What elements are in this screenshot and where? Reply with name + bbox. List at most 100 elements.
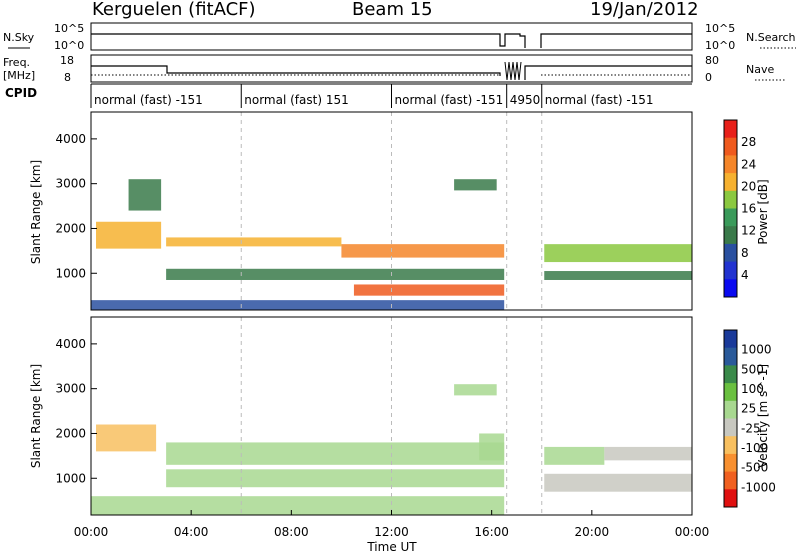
echo-band <box>544 446 605 465</box>
y-tick-label: 3000 <box>55 177 86 191</box>
colorbar-tick: 20 <box>741 179 756 193</box>
colorbar-tick: 500 <box>741 362 764 376</box>
colorbar-tick: 16 <box>741 202 756 216</box>
x-tick-label: 00:00 <box>675 525 710 539</box>
echo-band <box>91 300 505 310</box>
cpid-segment-label: normal (fast) -151 <box>395 93 504 107</box>
colorbar-swatch <box>724 208 737 227</box>
colorbar-swatch <box>724 453 737 473</box>
colorbar-tick: 24 <box>741 157 756 171</box>
echo-band <box>544 244 692 263</box>
cpid-segment-label: normal (fast) -151 <box>545 93 654 107</box>
x-tick-label: 08:00 <box>274 525 309 539</box>
y-tick-label: 3000 <box>55 382 86 396</box>
freq-label: Freq. <box>3 56 30 69</box>
velocity-yticks: 4000 3000 2000 1000 <box>55 337 97 485</box>
colorbar-tick: -100 <box>741 441 768 455</box>
nsky-tick-bottom: 10^0 <box>54 39 84 52</box>
colorbar-tick: 100 <box>741 382 764 396</box>
nsearch-tick-top: 10^5 <box>705 22 735 35</box>
power-panel <box>90 111 693 311</box>
beam-title: Beam 15 <box>352 0 433 20</box>
x-axis-ticks: 00:00 04:00 08:00 12:00 16:00 20:00 00:00 <box>74 510 710 539</box>
colorbar-frame <box>723 329 738 508</box>
cpid-segment-label: normal (fast) -151 <box>94 93 203 107</box>
colorbar-swatch <box>724 365 737 384</box>
cpid-segment-label: normal (fast) 151 <box>244 93 348 107</box>
nsearch-tick-bottom: 10^0 <box>705 39 735 52</box>
colorbar-swatch <box>724 120 737 139</box>
y-tick-label: 2000 <box>55 426 86 440</box>
echo-band <box>604 446 692 461</box>
colorbar-swatch <box>724 155 737 174</box>
echo-band <box>166 237 342 247</box>
y-tick-label: 1000 <box>55 266 86 280</box>
nsearch-label: N.Search <box>746 31 796 44</box>
y-tick-label: 4000 <box>55 337 86 351</box>
cpid-row: normal (fast) -151 normal (fast) 151 norma… <box>90 83 692 108</box>
echo-band <box>544 473 692 492</box>
colorbar-tick: 28 <box>741 135 756 149</box>
colorbar-swatch <box>724 489 737 508</box>
colorbar-swatch <box>724 261 737 280</box>
colorbar-tick: 25 <box>741 402 756 416</box>
date-title: 19/Jan/2012 <box>590 0 699 20</box>
power-colorbar: 28 24 20 16 12 8 4 <box>723 119 756 298</box>
colorbar-swatch <box>724 137 737 156</box>
nsky-tick-top: 10^5 <box>54 22 84 35</box>
echo-band <box>454 179 497 191</box>
colorbar-swatch <box>724 190 737 209</box>
colorbar-swatch <box>724 400 737 419</box>
freq-tick-top: 18 <box>60 54 74 67</box>
x-tick-label: 20:00 <box>575 525 610 539</box>
colorbar-swatch <box>724 436 737 455</box>
power-colorbar-label: Power [dB] <box>756 179 770 244</box>
nave-label: Nave <box>746 63 774 76</box>
y-tick-label: 4000 <box>55 132 86 146</box>
colorbar-tick: -1000 <box>741 480 776 494</box>
x-tick-label: 00:00 <box>74 525 109 539</box>
colorbar-tick: 12 <box>741 224 756 238</box>
colorbar-tick: 1000 <box>741 343 772 357</box>
colorbar-tick: 4 <box>741 268 749 282</box>
echo-band <box>166 268 505 280</box>
echo-band <box>96 424 157 452</box>
y-tick-label: 1000 <box>55 471 86 485</box>
colorbar-swatch <box>724 243 737 263</box>
cpid-label: CPID <box>5 86 37 100</box>
colorbar-tick: -25 <box>741 421 761 435</box>
velocity-panel <box>90 316 693 516</box>
velocity-ylabel: Slant Range [km] <box>29 364 43 468</box>
nsky-label: N.Sky <box>3 31 35 44</box>
colorbar-swatch <box>724 330 737 349</box>
velocity-colorbar: 1000 500 100 25 -25 -100 -500 -1000 <box>723 329 776 508</box>
echo-band <box>166 442 505 465</box>
freq-panel: Freq. [MHz] 18 8 80 0 Nave CPID <box>3 54 785 100</box>
colorbar-swatch <box>724 471 737 490</box>
colorbar-swatch <box>724 173 737 192</box>
echo-band <box>454 384 497 396</box>
echo-band <box>166 469 505 488</box>
echo-band <box>479 433 505 461</box>
x-tick-label: 04:00 <box>174 525 209 539</box>
freq-unit: [MHz] <box>3 69 35 82</box>
echo-band <box>128 179 162 211</box>
x-tick-label: 12:00 <box>374 525 409 539</box>
colorbar-tick: 8 <box>741 246 749 260</box>
colorbar-swatch <box>724 279 737 298</box>
station-title: Kerguelen (fitACF) <box>92 0 256 20</box>
colorbar-swatch <box>724 383 737 402</box>
cpid-segment-label: 4950 <box>510 93 541 107</box>
colorbar-swatch <box>724 347 737 366</box>
colorbar-frame <box>723 119 738 298</box>
echo-band <box>341 244 505 258</box>
x-tick-label: 16:00 <box>474 525 509 539</box>
nsky-panel: N.Sky 10^5 10^0 10^5 10^0 N.Search <box>3 22 796 52</box>
nave-tick-bottom: 0 <box>705 71 712 84</box>
colorbar-swatch <box>724 226 737 245</box>
velocity-colorbar-label: Velocity [m s^-1] <box>756 364 770 468</box>
echo-band <box>544 271 692 280</box>
nave-tick-top: 80 <box>705 54 719 67</box>
y-tick-label: 2000 <box>55 221 86 235</box>
